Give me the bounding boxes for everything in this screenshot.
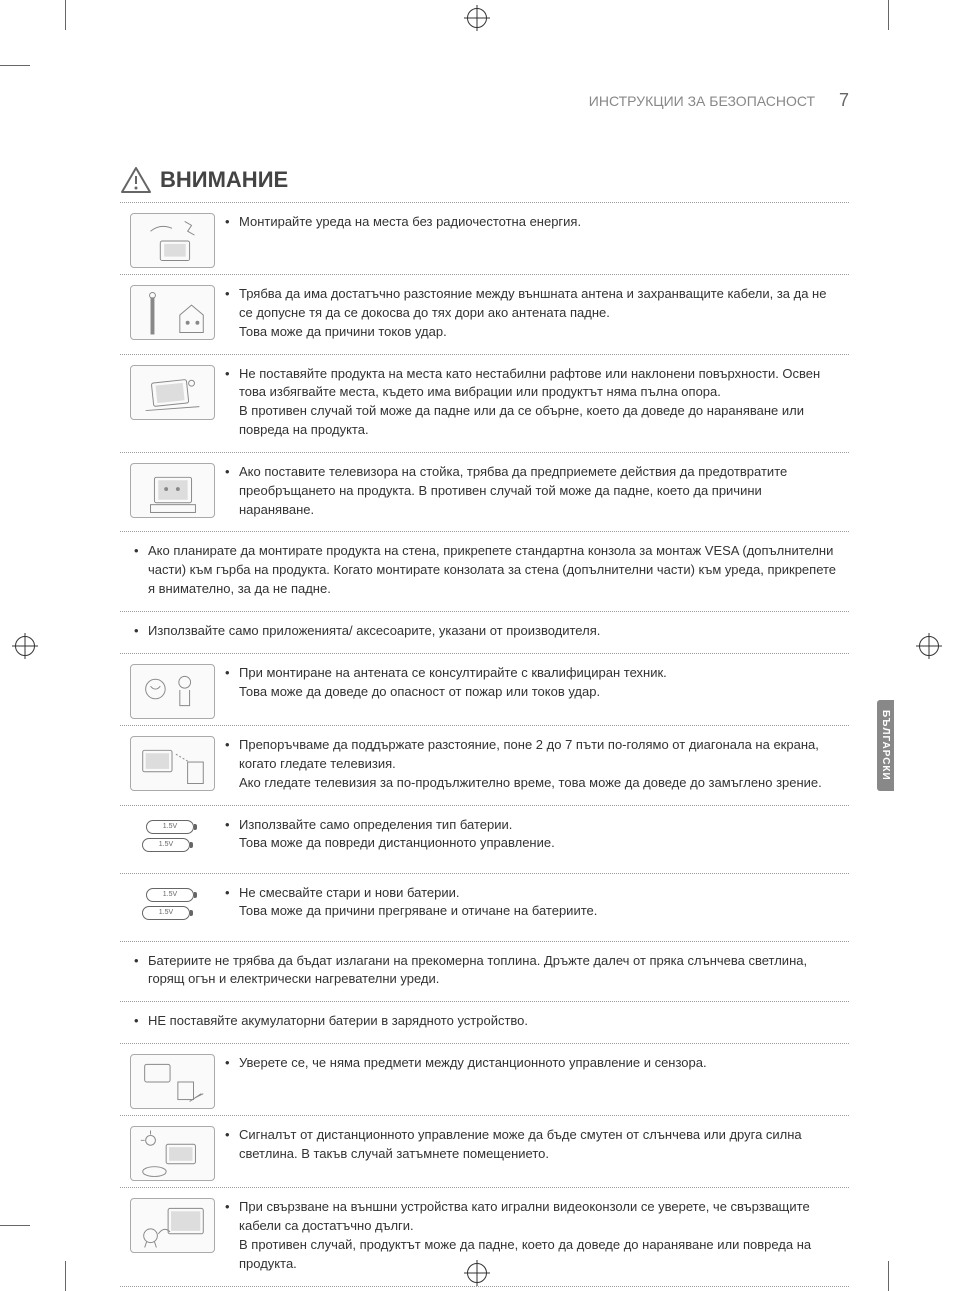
row-icon-cell <box>120 459 225 526</box>
registration-mark-icon <box>467 8 487 28</box>
safety-rows: Монтирайте уреда на места без радиочесто… <box>120 202 849 1287</box>
row-icon-cell <box>120 209 225 268</box>
technician-icon <box>130 664 215 719</box>
row-text-cell: Батериите не трябва да бъдат излагани на… <box>120 948 849 996</box>
row-icon-cell <box>120 281 225 348</box>
tv-radio-icon <box>130 213 215 268</box>
batteries-icon: 1.5V1.5V <box>140 816 205 856</box>
safety-row: Препоръчваме да поддържате разстояние, п… <box>120 725 849 805</box>
row-icon-cell: 1.5V1.5V <box>120 880 225 935</box>
safety-row: Монтирайте уреда на места без радиочесто… <box>120 202 849 274</box>
language-tab: БЪЛГАРСКИ <box>877 700 894 791</box>
row-text-cell: Уверете се, че няма предмети между диста… <box>225 1050 849 1109</box>
safety-item-text: Монтирайте уреда на места без радиочесто… <box>225 213 839 232</box>
section-title-text: ВНИМАНИЕ <box>160 167 288 193</box>
row-icon-cell <box>120 1194 225 1279</box>
safety-item-text: Трябва да има достатъчно разстояние межд… <box>225 285 839 342</box>
row-icon-cell <box>120 361 225 446</box>
remote-sunlight-icon <box>130 1126 215 1181</box>
safety-item-text: Не смесвайте стари и нови батерии.Това м… <box>225 884 839 922</box>
safety-row: Уверете се, че няма предмети между диста… <box>120 1043 849 1115</box>
safety-item-text: Не поставяйте продукта на места като нес… <box>225 365 839 440</box>
registration-mark-icon <box>15 636 35 656</box>
safety-row: 1.5V1.5V Не смесвайте стари и нови батери… <box>120 873 849 941</box>
antenna-house-icon <box>130 285 215 340</box>
header-title: ИНСТРУКЦИИ ЗА БЕЗОПАСНОСТ <box>589 93 815 109</box>
safety-row: Използвайте само приложенията/ аксесоари… <box>120 611 849 653</box>
safety-item-text: Уверете се, че няма предмети между диста… <box>225 1054 839 1073</box>
safety-item-text: Сигналът от дистанционното управление мо… <box>225 1126 839 1164</box>
row-text-cell: При свързване на външни устройства като … <box>225 1194 849 1279</box>
row-icon-cell <box>120 1122 225 1181</box>
safety-item-text: Ако поставите телевизора на стойка, тряб… <box>225 463 839 520</box>
row-icon-cell: 1.5V1.5V <box>120 812 225 867</box>
row-text-cell: Използвайте само приложенията/ аксесоари… <box>120 618 849 647</box>
row-text-cell: Ако поставите телевизора на стойка, тряб… <box>225 459 849 526</box>
safety-item-text: При свързване на външни устройства като … <box>225 1198 839 1273</box>
safety-item-text: Ако планирате да монтирате продукта на с… <box>134 542 839 599</box>
crop-mark <box>888 1261 889 1291</box>
row-text-cell: Монтирайте уреда на места без радиочесто… <box>225 209 849 268</box>
row-text-cell: Сигналът от дистанционното управление мо… <box>225 1122 849 1181</box>
batteries-icon: 1.5V1.5V <box>140 884 205 924</box>
row-text-cell: Използвайте само определения тип батерии… <box>225 812 849 867</box>
row-text-cell: Ако планирате да монтирате продукта на с… <box>120 538 849 605</box>
registration-mark-icon <box>919 636 939 656</box>
safety-item-text: Препоръчваме да поддържате разстояние, п… <box>225 736 839 793</box>
safety-item-text: НЕ поставяйте акумулаторни батерии в зар… <box>134 1012 839 1031</box>
safety-row: При монтиране на антената се консултирай… <box>120 653 849 725</box>
section-heading: ВНИМАНИЕ <box>120 166 849 194</box>
row-text-cell: При монтиране на антената се консултирай… <box>225 660 849 719</box>
row-text-cell: Не смесвайте стари и нови батерии.Това м… <box>225 880 849 935</box>
safety-row: Не поставяйте продукта на места като нес… <box>120 354 849 452</box>
tv-unstable-icon <box>130 365 215 420</box>
caution-icon <box>120 166 152 194</box>
row-text-cell: НЕ поставяйте акумулаторни батерии в зар… <box>120 1008 849 1037</box>
game-console-icon <box>130 1198 215 1253</box>
tv-distance-icon <box>130 736 215 791</box>
safety-row: Сигналът от дистанционното управление мо… <box>120 1115 849 1187</box>
safety-row: Трябва да има достатъчно разстояние межд… <box>120 274 849 354</box>
page-header: ИНСТРУКЦИИ ЗА БЕЗОПАСНОСТ 7 <box>120 70 849 111</box>
tv-stand-icon <box>130 463 215 518</box>
safety-row: НЕ поставяйте акумулаторни батерии в зар… <box>120 1001 849 1043</box>
safety-item-text: Използвайте само определения тип батерии… <box>225 816 839 854</box>
crop-mark <box>0 1225 30 1226</box>
row-icon-cell <box>120 732 225 799</box>
row-text-cell: Трябва да има достатъчно разстояние межд… <box>225 281 849 348</box>
safety-row: Ако поставите телевизора на стойка, тряб… <box>120 452 849 532</box>
safety-item-text: Използвайте само приложенията/ аксесоари… <box>134 622 839 641</box>
safety-item-text: При монтиране на антената се консултирай… <box>225 664 839 702</box>
row-icon-cell <box>120 660 225 719</box>
row-text-cell: Препоръчваме да поддържате разстояние, п… <box>225 732 849 799</box>
safety-row: При свързване на външни устройства като … <box>120 1187 849 1286</box>
crop-mark <box>888 0 889 30</box>
crop-mark <box>65 0 66 30</box>
safety-row: Ако планирате да монтирате продукта на с… <box>120 531 849 611</box>
safety-row: 1.5V1.5V Използвайте само определения тип… <box>120 805 849 873</box>
safety-item-text: Батериите не трябва да бъдат излагани на… <box>134 952 839 990</box>
row-text-cell: Не поставяйте продукта на места като нес… <box>225 361 849 446</box>
page-number: 7 <box>839 90 849 110</box>
crop-mark <box>65 1261 66 1291</box>
remote-sensor-icon <box>130 1054 215 1109</box>
crop-mark <box>0 65 30 66</box>
safety-row: Батериите не трябва да бъдат излагани на… <box>120 941 849 1002</box>
row-icon-cell <box>120 1050 225 1109</box>
page-content: ИНСТРУКЦИИ ЗА БЕЗОПАСНОСТ 7 ВНИМАНИЕ Мон… <box>120 70 849 1221</box>
